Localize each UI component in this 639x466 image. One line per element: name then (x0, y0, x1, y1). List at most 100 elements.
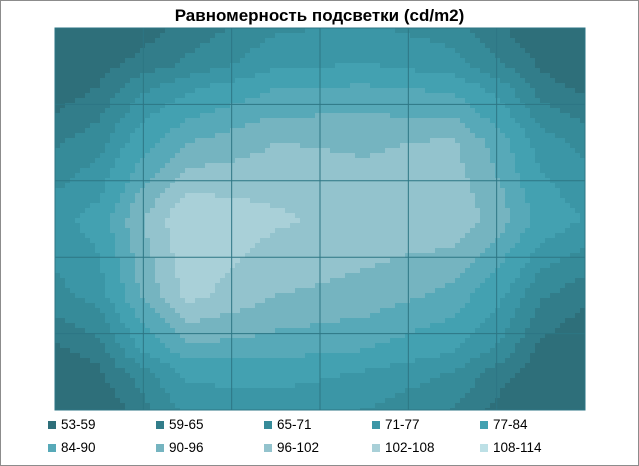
heatmap-cell (245, 133, 251, 139)
heatmap-cell (430, 233, 436, 239)
heatmap-cell (380, 43, 386, 49)
heatmap-cell (240, 153, 246, 159)
heatmap-cell (460, 258, 466, 264)
heatmap-cell (125, 103, 131, 109)
heatmap-cell (265, 228, 271, 234)
heatmap-cell (135, 138, 141, 144)
heatmap-cell (110, 163, 116, 169)
heatmap-cell (120, 133, 126, 139)
heatmap-cell (90, 128, 96, 134)
heatmap-cell (195, 138, 201, 144)
heatmap-cell (220, 43, 226, 49)
heatmap-cell (70, 163, 76, 169)
heatmap-cell (310, 153, 316, 159)
heatmap-cell (575, 183, 581, 189)
heatmap-cell (80, 208, 86, 214)
heatmap-cell (465, 103, 471, 109)
heatmap-cell (235, 168, 241, 174)
heatmap-cell (325, 248, 331, 254)
heatmap-cell (125, 168, 131, 174)
heatmap-cell (145, 33, 151, 39)
heatmap-cell (535, 73, 541, 79)
heatmap-cell (395, 128, 401, 134)
heatmap-cell (495, 28, 501, 34)
heatmap-cell (100, 218, 106, 224)
heatmap-cell (310, 118, 316, 124)
heatmap-cell (545, 73, 551, 79)
heatmap-cell (525, 28, 531, 34)
heatmap-cell (190, 118, 196, 124)
heatmap-cell (250, 68, 256, 74)
heatmap-cell (530, 123, 536, 129)
heatmap-cell (355, 253, 361, 259)
heatmap-cell (480, 173, 486, 179)
heatmap-cell (225, 228, 231, 234)
heatmap-cell (260, 93, 266, 99)
heatmap-cell (180, 103, 186, 109)
heatmap-cell (125, 48, 131, 54)
heatmap-cell (235, 208, 241, 214)
heatmap-cell (135, 228, 141, 234)
heatmap-cell (195, 163, 201, 169)
heatmap-cell (450, 68, 456, 74)
heatmap-cell (80, 68, 86, 74)
heatmap-cell (330, 133, 336, 139)
heatmap-cell (525, 173, 531, 179)
heatmap-cell (400, 233, 406, 239)
heatmap-cell (425, 203, 431, 209)
heatmap-cell (55, 133, 61, 139)
heatmap-cell (375, 83, 381, 89)
heatmap-cell (470, 133, 476, 139)
heatmap-cell (475, 193, 481, 199)
heatmap-cell (470, 253, 476, 259)
heatmap-cell (540, 128, 546, 134)
heatmap-cell (535, 258, 541, 264)
heatmap-cell (415, 53, 421, 59)
heatmap-cell (195, 218, 201, 224)
heatmap-cell (65, 88, 71, 94)
heatmap-cell (260, 238, 266, 244)
heatmap-cell (465, 83, 471, 89)
heatmap-cell (580, 93, 586, 99)
heatmap-cell (285, 53, 291, 59)
heatmap-cell (525, 223, 531, 229)
heatmap-cell (520, 258, 526, 264)
heatmap-cell (560, 83, 566, 89)
heatmap-cell (300, 58, 306, 64)
heatmap-cell (210, 233, 216, 239)
heatmap-cell (310, 203, 316, 209)
heatmap-cell (185, 38, 191, 44)
heatmap-cell (495, 78, 501, 84)
heatmap-cell (65, 73, 71, 79)
heatmap-cell (360, 193, 366, 199)
heatmap-cell (525, 208, 531, 214)
heatmap-cell (520, 138, 526, 144)
heatmap-cell (580, 233, 586, 239)
heatmap-cell (95, 53, 101, 59)
heatmap-cell (420, 128, 426, 134)
heatmap-cell (495, 193, 501, 199)
heatmap-cell (365, 38, 371, 44)
heatmap-cell (200, 58, 206, 64)
heatmap-cell (130, 218, 136, 224)
heatmap-cell (55, 263, 61, 269)
heatmap-cell (550, 243, 556, 249)
heatmap-cell (435, 118, 441, 124)
heatmap-cell (125, 198, 131, 204)
heatmap-cell (220, 138, 226, 144)
heatmap-cell (485, 73, 491, 79)
heatmap-cell (525, 158, 531, 164)
heatmap-cell (230, 258, 236, 264)
heatmap-cell (455, 183, 461, 189)
heatmap-cell (375, 203, 381, 209)
heatmap-cell (385, 203, 391, 209)
heatmap-cell (275, 148, 281, 154)
heatmap-cell (95, 193, 101, 199)
heatmap-cell (365, 113, 371, 119)
heatmap-cell (520, 28, 526, 34)
heatmap-cell (300, 158, 306, 164)
heatmap-cell (245, 108, 251, 114)
heatmap-cell (250, 103, 256, 109)
heatmap-cell (155, 43, 161, 49)
heatmap-cell (225, 183, 231, 189)
